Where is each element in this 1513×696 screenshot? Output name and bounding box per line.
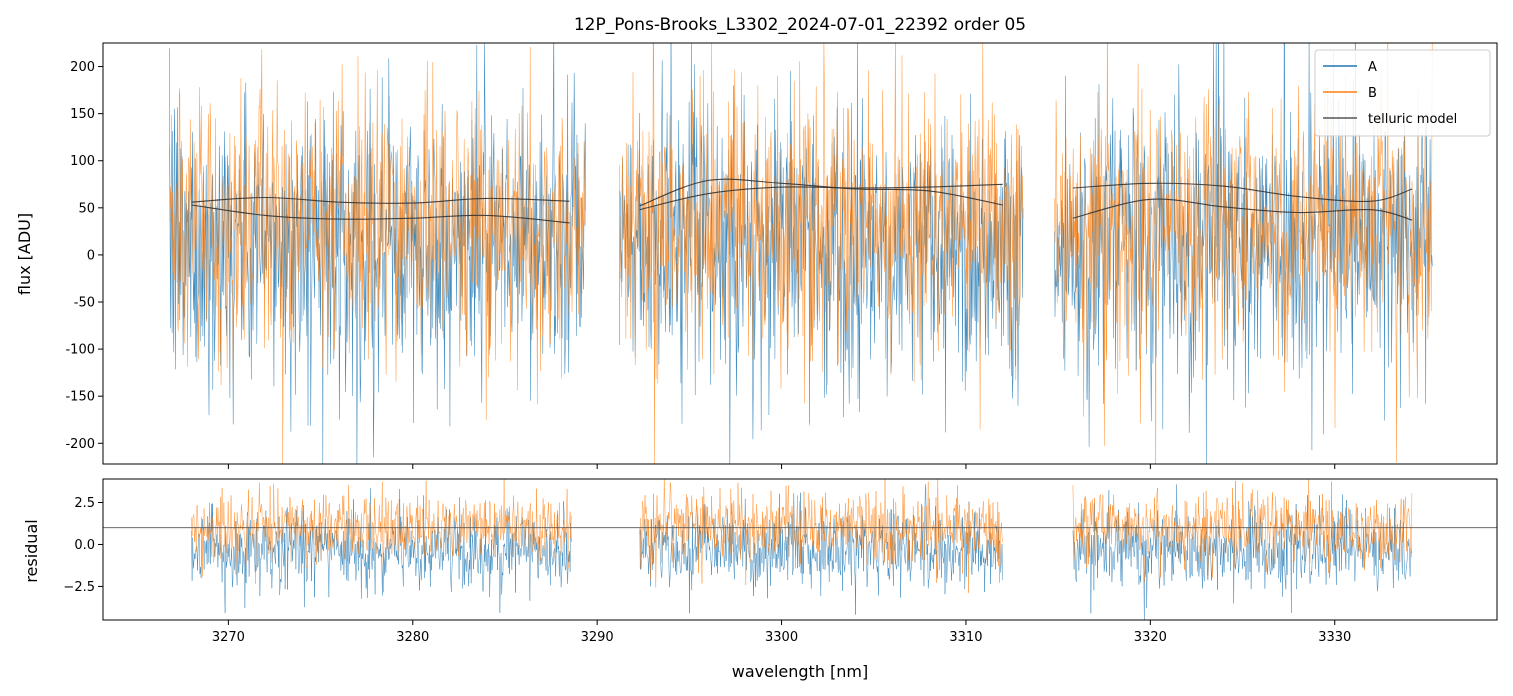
residual-axes-frame (102, 478, 1498, 621)
spectrum-b-segment-3 (1054, 43, 1433, 464)
residual-plot-area (103, 479, 1497, 620)
residual-ytick-label: 2.5 (74, 496, 95, 511)
residual-a-segment-2 (639, 484, 1003, 615)
residual-x-ticks: 3270 3280 3290 3300 3310 3320 3330 (212, 620, 1351, 645)
flux-ytick-label: 100 (70, 154, 95, 169)
residual-xtick-label: 3320 (1134, 630, 1167, 645)
chart-title: 12P_Pons-Brooks_L3302_2024-07-01_22392 o… (574, 15, 1026, 35)
residual-y-ticks: −2.5 0.0 2.5 (63, 496, 103, 595)
residual-b-segment-2 (639, 479, 1003, 593)
flux-ytick-label: 50 (78, 201, 95, 216)
flux-y-axis-label: flux [ADU] (15, 213, 34, 295)
residual-ytick-label: −2.5 (63, 580, 95, 595)
flux-ytick-label: 200 (70, 60, 95, 75)
residual-a-segment-1 (191, 488, 572, 614)
legend-box (1314, 49, 1491, 137)
spectrum-b-segment-2 (619, 43, 1024, 464)
flux-ytick-label: -50 (74, 296, 95, 311)
residual-xtick-label: 3310 (949, 630, 982, 645)
x-axis-label: wavelength [nm] (732, 662, 869, 681)
flux-ytick-label: 0 (87, 248, 95, 263)
residual-y-axis-label: residual (22, 519, 41, 582)
flux-ytick-label: 150 (70, 107, 95, 122)
flux-x-ticks (227, 464, 1336, 469)
flux-axes-frame (102, 42, 1498, 465)
residual-xtick-label: 3300 (765, 630, 798, 645)
residual-xtick-label: 3330 (1318, 630, 1351, 645)
residual-xtick-label: 3280 (396, 630, 429, 645)
telluric-model-curve-3 (639, 178, 1003, 207)
residual-a-segment-3 (1072, 484, 1413, 620)
telluric-model-curve-2 (191, 204, 570, 224)
residual-xtick-label: 3290 (581, 630, 614, 645)
telluric-model-curve-5 (1072, 182, 1413, 203)
flux-plot-area (169, 43, 1433, 464)
legend: A B telluric model (1314, 49, 1491, 137)
flux-ytick-label: -200 (65, 437, 95, 452)
legend-label-a: A (1368, 60, 1377, 75)
flux-y-ticks: -200 -150 -100 -50 0 50 100 150 200 (65, 60, 103, 452)
legend-label-telluric: telluric model (1368, 112, 1457, 127)
flux-ytick-label: -100 (65, 343, 95, 358)
telluric-model-curve-1 (191, 196, 570, 204)
telluric-model-curve-6 (1072, 198, 1413, 221)
telluric-model-curve-4 (639, 183, 1003, 211)
flux-panel: -200 -150 -100 -50 0 50 100 150 200 flux [ADU] A… (15, 42, 1498, 469)
residual-panel: −2.50.02.5 3270 3280 3290 3300 3310 3320 3330 … (22, 478, 1498, 681)
flux-ytick-label: -150 (65, 390, 95, 405)
residual-xtick-label: 3270 (212, 630, 245, 645)
legend-label-b: B (1368, 86, 1377, 101)
residual-ytick-label: 0.0 (74, 538, 95, 553)
residual-b-segment-3 (1072, 479, 1413, 583)
